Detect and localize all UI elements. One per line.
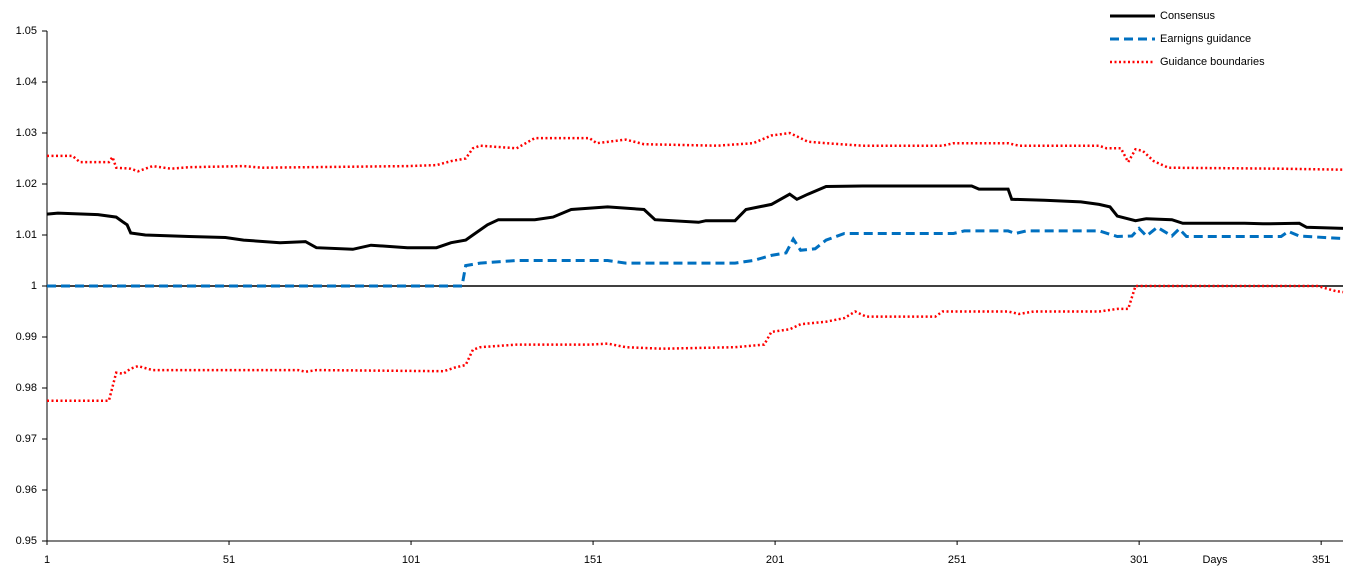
y-tick-label: 0.96: [16, 484, 37, 496]
series-line: [46, 184, 1344, 251]
y-tick-label: 0.99: [16, 331, 37, 343]
x-tick-label: 51: [223, 554, 235, 566]
y-tick-label: 1.04: [16, 76, 37, 88]
x-axis-label: Days: [1202, 554, 1228, 566]
legend-label: Consensus: [1160, 10, 1216, 22]
x-tick-label: 101: [402, 554, 420, 566]
y-tick-label: 1.01: [16, 229, 37, 241]
x-tick-label: 201: [766, 554, 784, 566]
series-line: [47, 284, 1344, 402]
x-tick-label: 301: [1130, 554, 1148, 566]
legend-label: Earnigns guidance: [1160, 33, 1251, 45]
x-tick-label: 1: [44, 554, 50, 566]
y-tick-label: 0.97: [16, 433, 37, 445]
y-tick-label: 1.03: [16, 127, 37, 139]
series-line: [47, 131, 1344, 173]
series-line: [47, 225, 1344, 288]
y-tick-label: 0.95: [16, 535, 37, 547]
y-tick-label: 1.05: [16, 25, 37, 37]
x-tick-label: 351: [1312, 554, 1330, 566]
x-tick-label: 151: [584, 554, 602, 566]
y-tick-label: 1.02: [16, 178, 37, 190]
legend-label: Guidance boundaries: [1160, 56, 1265, 68]
y-tick-label: 0.98: [16, 382, 37, 394]
x-tick-label: 251: [948, 554, 966, 566]
y-tick-label: 1: [31, 280, 37, 292]
